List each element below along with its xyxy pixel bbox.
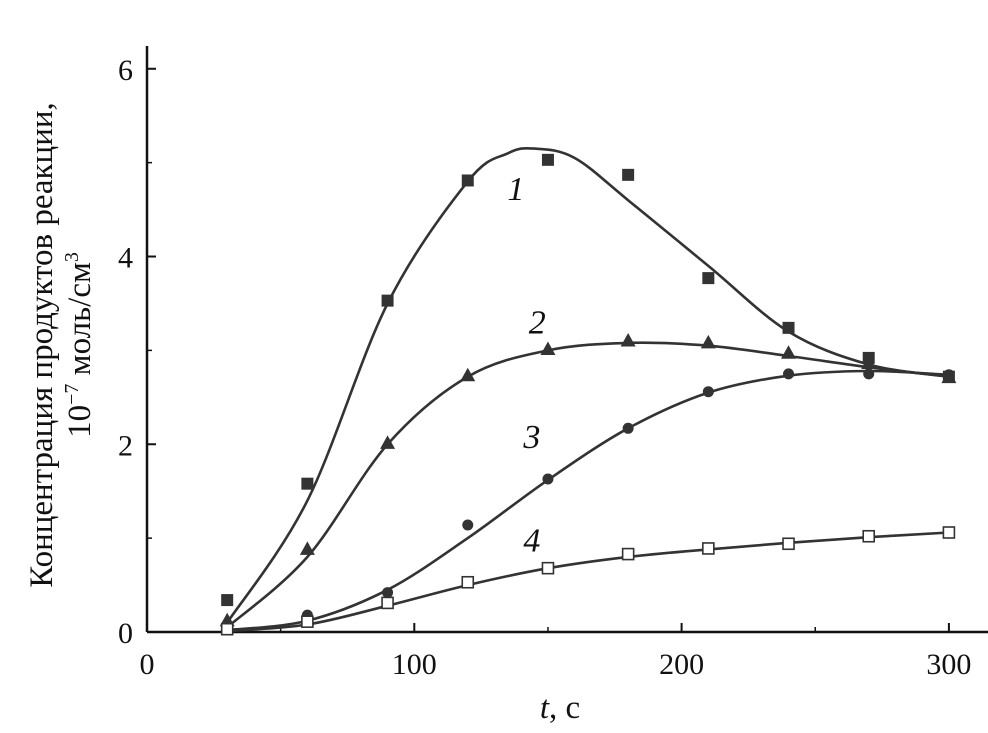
series-4-curve	[227, 531, 949, 633]
y-tick-label: 0	[118, 617, 133, 650]
x-tick-label: 100	[392, 648, 437, 681]
x-tick-label: 200	[659, 648, 704, 681]
series-labels: 1 2 3 4	[507, 171, 545, 559]
series-1-point	[782, 321, 795, 334]
series-4-point	[541, 561, 555, 575]
axes: 0 100 200 300 0 2 4 6	[118, 46, 988, 681]
series-2-curve	[226, 341, 950, 629]
series-1-point	[461, 174, 474, 187]
series-3-point	[542, 473, 554, 485]
x-axis-label: t, с	[540, 690, 580, 726]
series-markers	[219, 153, 957, 636]
series-2-point	[620, 333, 636, 347]
series-4-point	[621, 547, 635, 561]
series-2-point	[861, 355, 877, 370]
y-tick-label: 2	[118, 429, 133, 462]
series-1-point	[301, 477, 314, 490]
series-2-point	[700, 334, 716, 349]
series-3-point	[943, 369, 955, 381]
series-2-label: 2	[529, 304, 546, 341]
series-3-point	[462, 519, 474, 531]
series-2-point	[299, 541, 315, 555]
series-1-point	[702, 272, 715, 285]
series-4-point	[702, 542, 715, 555]
series-4-point	[862, 529, 876, 543]
series-2-point	[460, 367, 476, 382]
series-3-point	[702, 386, 714, 398]
series-4-point	[942, 526, 956, 539]
x-tick-label: 300	[926, 648, 971, 681]
series-2-point	[540, 341, 556, 355]
y-tick-label: 4	[118, 242, 133, 275]
series-1-point	[622, 168, 635, 181]
series-3-curve	[227, 369, 949, 632]
series-4-point	[782, 537, 795, 551]
y-axis-label-line1: Концентрация продуктов реакции,	[24, 102, 60, 588]
series-1-label: 1	[507, 171, 524, 208]
series-3-point	[863, 368, 875, 380]
y-axis-label-line2: 10−7 моль/см3	[61, 252, 98, 438]
series-4-point	[461, 575, 475, 589]
series-3-label: 3	[522, 419, 540, 456]
x-tick-label: 0	[140, 648, 155, 681]
series-1-point	[541, 153, 554, 166]
series-3-point	[382, 587, 394, 599]
series-2-point	[380, 435, 396, 449]
series-curves	[226, 146, 950, 633]
series-3-point	[783, 368, 795, 380]
y-tick-label: 6	[118, 54, 133, 87]
series-1-point	[381, 294, 394, 307]
y-axis-label: Концентрация продуктов реакции, 10−7 мол…	[24, 102, 98, 588]
series-1-point	[221, 594, 234, 607]
series-2-point	[781, 345, 797, 359]
series-4-point	[220, 622, 234, 636]
series-4-point	[381, 596, 394, 610]
series-1-curve	[226, 146, 950, 624]
series-4-point	[301, 615, 314, 628]
series-3-point	[622, 422, 634, 434]
series-4-label: 4	[523, 522, 540, 559]
